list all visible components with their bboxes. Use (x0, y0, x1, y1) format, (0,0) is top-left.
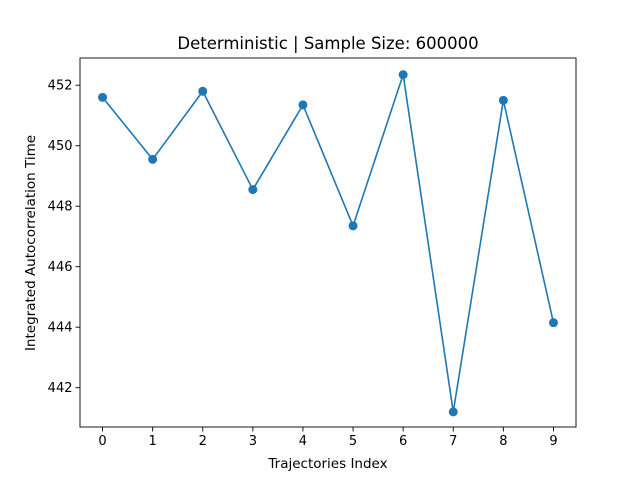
data-point (348, 221, 358, 231)
x-tick-label: 7 (449, 434, 457, 449)
x-tick-label: 6 (399, 434, 407, 449)
y-tick-label: 446 (48, 260, 73, 275)
y-tick-label: 450 (48, 139, 73, 154)
data-point (298, 100, 308, 110)
x-tick-label: 0 (98, 434, 106, 449)
y-tick-label: 442 (48, 381, 73, 396)
y-tick-label: 448 (48, 200, 73, 215)
data-point (498, 95, 508, 105)
chart-title: Deterministic | Sample Size: 600000 (177, 34, 478, 53)
x-tick-label: 5 (349, 434, 357, 449)
x-tick-label: 1 (149, 434, 157, 449)
data-point (248, 185, 258, 195)
data-point (98, 92, 108, 102)
x-tick-label: 4 (299, 434, 307, 449)
data-point (148, 154, 158, 164)
plot-area: 0 1 2 3 4 5 6 7 8 9 442 444 446 448 450 452 (48, 57, 577, 449)
y-tick-label: 452 (48, 79, 73, 94)
y-tick-label: 444 (48, 321, 73, 336)
axes-frame (79, 57, 577, 428)
y-axis-label: Integrated Autocorrelation Time (23, 135, 39, 351)
data-point (398, 70, 408, 80)
data-point (198, 86, 208, 96)
x-tick-label: 3 (249, 434, 257, 449)
x-tick-label: 2 (199, 434, 207, 449)
x-tick-label: 8 (499, 434, 507, 449)
series-line (101, 73, 555, 413)
data-point (448, 407, 458, 417)
data-point (548, 318, 558, 328)
x-tick-label: 9 (549, 434, 557, 449)
x-axis-label: Trajectories Index (267, 456, 387, 472)
